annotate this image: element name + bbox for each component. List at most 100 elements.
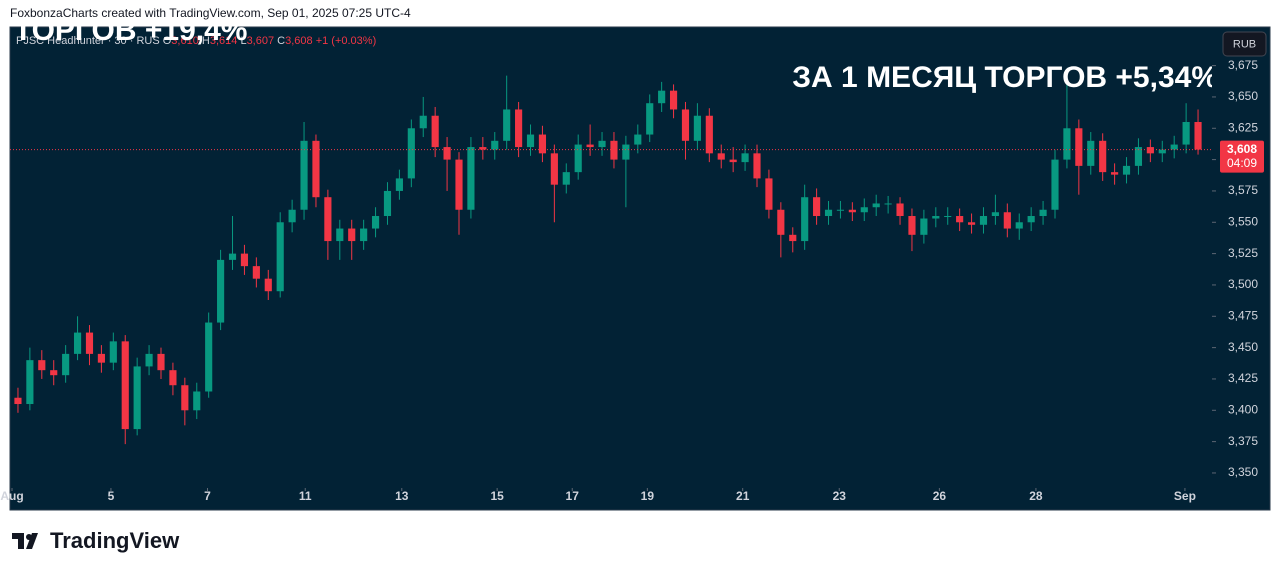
candle-body bbox=[121, 341, 129, 430]
candle-body bbox=[383, 190, 392, 217]
legend-key: L bbox=[240, 35, 246, 47]
candle-body bbox=[1182, 122, 1190, 145]
candle-body bbox=[622, 144, 630, 160]
candle-body bbox=[1075, 128, 1083, 166]
candle-body bbox=[967, 222, 976, 225]
candle-body bbox=[598, 140, 606, 148]
candle-body bbox=[765, 178, 773, 210]
last-price-box bbox=[1220, 140, 1264, 173]
candle-body bbox=[956, 216, 964, 223]
candle-body bbox=[264, 278, 272, 292]
y-tick-label: 3,425 bbox=[1228, 371, 1258, 385]
candle-body bbox=[1158, 149, 1166, 154]
candle-body bbox=[85, 332, 94, 354]
candle-body bbox=[312, 140, 320, 198]
y-tick-label: 3,450 bbox=[1228, 340, 1258, 354]
x-tick-label: Sep bbox=[1174, 489, 1196, 503]
x-tick-label: 19 bbox=[641, 489, 655, 503]
candle-body bbox=[658, 90, 666, 104]
x-tick-label: 13 bbox=[395, 489, 409, 503]
candle-body bbox=[753, 153, 761, 179]
candle-body bbox=[693, 115, 701, 141]
candle-body bbox=[1063, 128, 1071, 160]
candle-body bbox=[896, 203, 904, 217]
candle-body bbox=[419, 115, 427, 129]
candle-body bbox=[491, 140, 499, 150]
candle-body bbox=[586, 144, 594, 148]
candle-body bbox=[169, 370, 177, 386]
last-price-label: 3,608 bbox=[1227, 142, 1257, 156]
candle-body bbox=[991, 212, 999, 217]
candle-body bbox=[109, 341, 117, 363]
candle-body bbox=[1027, 216, 1035, 223]
candle-body bbox=[801, 197, 809, 242]
candle-body bbox=[205, 322, 213, 392]
candle-body bbox=[729, 159, 737, 163]
candle-body bbox=[538, 134, 547, 154]
candle-body bbox=[240, 253, 249, 267]
candle-body bbox=[884, 203, 892, 205]
y-tick-label: 3,350 bbox=[1228, 465, 1258, 479]
candle-body bbox=[371, 216, 380, 229]
legend-key: H bbox=[202, 35, 210, 47]
candle-body bbox=[777, 209, 785, 235]
logo-icon bbox=[12, 533, 38, 549]
candle-body bbox=[610, 140, 618, 160]
candle-body bbox=[407, 128, 415, 179]
candle-body bbox=[1003, 212, 1011, 229]
candle-body bbox=[944, 216, 952, 218]
x-tick-label: 28 bbox=[1029, 489, 1043, 503]
candle-body bbox=[813, 197, 821, 217]
x-tick-label: 15 bbox=[490, 489, 504, 503]
candle-body bbox=[824, 209, 833, 217]
candle-body bbox=[932, 216, 940, 219]
candle-body bbox=[479, 147, 487, 150]
candle-body bbox=[1099, 140, 1107, 173]
header-credit: FoxbonzaCharts created with TradingView.… bbox=[10, 6, 411, 20]
candle-body bbox=[455, 159, 463, 210]
candle-body bbox=[431, 115, 439, 148]
candle-body bbox=[908, 216, 916, 235]
legend-change: +1 (+0.03%) bbox=[316, 35, 377, 47]
y-tick-label: 3,500 bbox=[1228, 277, 1258, 291]
candle-body bbox=[705, 115, 713, 154]
candle-body bbox=[324, 197, 332, 242]
candle-body bbox=[574, 144, 582, 173]
candle-body bbox=[681, 109, 690, 141]
legend-key: O bbox=[163, 35, 172, 47]
candle-body bbox=[1194, 122, 1202, 150]
candle-body bbox=[1146, 147, 1154, 154]
candle-body bbox=[97, 353, 105, 363]
candle-body bbox=[1134, 147, 1143, 166]
candle-body bbox=[789, 234, 797, 242]
candle-body bbox=[1122, 165, 1131, 175]
candle-body bbox=[288, 209, 296, 223]
annotation: ЗА 1 МЕСЯЦ ТОРГОВ +5,34% bbox=[792, 61, 1218, 94]
currency-box bbox=[1222, 31, 1267, 57]
candle-body bbox=[503, 109, 511, 141]
chart-background bbox=[9, 26, 1271, 511]
y-tick-label: 3,375 bbox=[1228, 434, 1258, 448]
y-tick-label: 3,400 bbox=[1228, 402, 1258, 416]
legend-value: 3,610 bbox=[171, 35, 199, 47]
candle-body bbox=[38, 360, 46, 371]
candle-body bbox=[443, 147, 451, 160]
x-tick-label: 5 bbox=[108, 489, 115, 503]
currency: RUB bbox=[1233, 38, 1256, 50]
candle-body bbox=[360, 228, 368, 242]
candle-body bbox=[1111, 172, 1119, 175]
candle-body bbox=[646, 103, 654, 135]
candle-body bbox=[562, 172, 570, 185]
candle-body bbox=[157, 353, 165, 371]
x-tick-label: 23 bbox=[833, 489, 847, 503]
candle-body bbox=[526, 134, 535, 148]
candle-body bbox=[217, 259, 225, 323]
candle-body bbox=[550, 153, 558, 185]
chart: PJSC Headhunter · 30 · RUS O3,610 H3,614… bbox=[0, 14, 1271, 511]
annotation: ТОРГОВ +19,4% bbox=[14, 14, 247, 47]
legend-value: 3,608 bbox=[285, 35, 313, 47]
legend-value: 3,614 bbox=[210, 35, 238, 47]
x-tick-label: 11 bbox=[299, 489, 312, 503]
candle-body bbox=[872, 203, 880, 208]
